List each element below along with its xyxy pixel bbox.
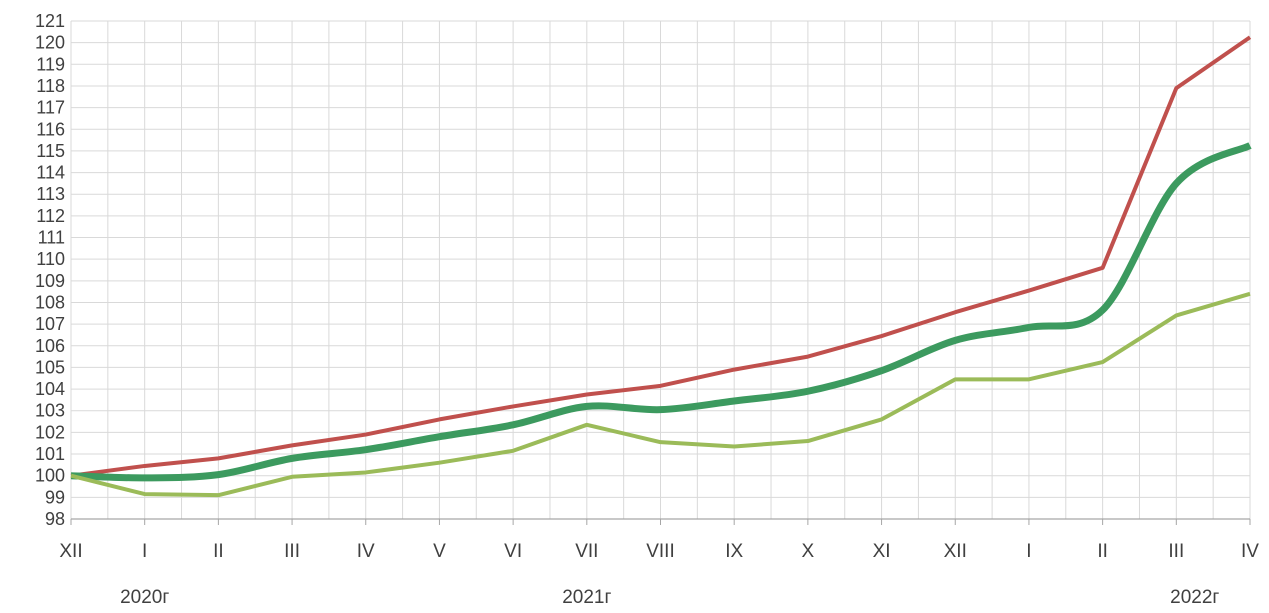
y-tick-label: 111: [38, 228, 65, 248]
y-tick-label: 102: [35, 422, 65, 442]
y-tick-label: 109: [35, 271, 65, 291]
y-tick-label: 115: [36, 141, 65, 161]
year-label: 2022г: [1170, 587, 1219, 608]
x-tick-label: X: [802, 541, 815, 562]
axes: [70, 518, 1251, 525]
series-line-2: [70, 142, 1252, 482]
y-tick-label: 114: [36, 163, 65, 183]
y-tick-label: 105: [35, 357, 65, 377]
y-tick-label: 101: [35, 444, 65, 464]
x-tick-label: I: [142, 541, 147, 562]
series-line-1: [70, 35, 1252, 478]
x-tick-label: VII: [575, 541, 598, 562]
y-tick-label: 120: [35, 33, 65, 53]
y-tick-label: 108: [35, 292, 65, 312]
y-tick-label: 106: [35, 336, 65, 356]
grid: [70, 20, 1251, 520]
x-tick-label: V: [433, 541, 446, 562]
x-tick-label: IV: [357, 541, 375, 562]
x-tick-label: VIII: [646, 541, 675, 562]
y-tick-label: 110: [36, 249, 65, 269]
y-tick-label: 118: [36, 76, 65, 96]
x-tick-label: XII: [59, 541, 82, 562]
x-tick-label: II: [1097, 541, 1108, 562]
x-tick-label: III: [1168, 541, 1184, 562]
tick-labels: 9899100101102103104105106107108109110111…: [35, 11, 1259, 608]
y-tick-label: 103: [35, 401, 65, 421]
x-tick-label: XII: [944, 541, 967, 562]
y-tick-label: 121: [35, 11, 65, 31]
x-tick-label: VI: [504, 541, 522, 562]
year-label: 2021г: [562, 587, 611, 608]
year-label: 2020г: [120, 587, 169, 608]
y-tick-label: 117: [36, 98, 65, 118]
x-tick-label: XI: [873, 541, 891, 562]
y-tick-label: 107: [35, 314, 65, 334]
x-tick-label: II: [213, 541, 224, 562]
y-tick-label: 100: [35, 466, 65, 486]
y-tick-label: 113: [36, 184, 65, 204]
x-tick-label: I: [1026, 541, 1031, 562]
x-tick-label: IV: [1241, 541, 1259, 562]
y-tick-label: 98: [45, 509, 65, 529]
y-tick-label: 119: [36, 54, 65, 74]
y-tick-label: 99: [45, 487, 65, 507]
series-lines: [70, 35, 1252, 498]
x-tick-label: IX: [725, 541, 743, 562]
y-tick-label: 112: [36, 206, 65, 226]
y-tick-label: 104: [35, 379, 65, 399]
series-line-3: [70, 291, 1251, 498]
y-tick-label: 116: [36, 119, 65, 139]
x-tick-label: III: [284, 541, 300, 562]
